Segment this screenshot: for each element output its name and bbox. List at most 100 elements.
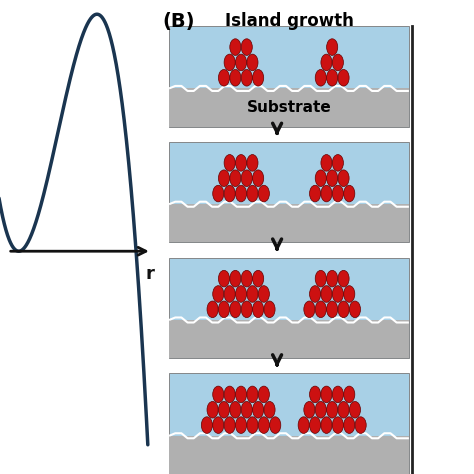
Circle shape [247, 54, 258, 71]
Circle shape [338, 170, 349, 186]
Circle shape [219, 301, 229, 318]
Circle shape [327, 170, 338, 186]
Text: Island growth: Island growth [225, 12, 354, 30]
Circle shape [304, 401, 315, 418]
Circle shape [247, 286, 258, 302]
Circle shape [236, 54, 246, 71]
Circle shape [344, 185, 355, 202]
Circle shape [321, 185, 332, 202]
Text: (B): (B) [163, 12, 195, 31]
Circle shape [213, 386, 224, 403]
Circle shape [224, 155, 235, 171]
Circle shape [315, 270, 326, 287]
Circle shape [230, 70, 241, 86]
Circle shape [241, 39, 252, 55]
Circle shape [264, 401, 275, 418]
FancyBboxPatch shape [169, 374, 409, 474]
Text: Substrate: Substrate [246, 100, 331, 115]
Circle shape [332, 286, 344, 302]
Circle shape [315, 170, 326, 186]
Circle shape [224, 54, 235, 71]
Circle shape [338, 70, 349, 86]
Circle shape [338, 301, 349, 318]
Circle shape [349, 301, 361, 318]
Circle shape [247, 386, 258, 403]
Circle shape [332, 417, 344, 433]
Circle shape [258, 185, 269, 202]
Circle shape [327, 70, 338, 86]
Circle shape [327, 301, 338, 318]
Bar [169, 89, 409, 127]
Circle shape [315, 401, 326, 418]
Circle shape [310, 417, 320, 433]
Circle shape [344, 386, 355, 403]
Circle shape [207, 401, 218, 418]
Circle shape [321, 286, 332, 302]
Circle shape [207, 301, 218, 318]
Circle shape [241, 170, 252, 186]
Circle shape [247, 155, 258, 171]
Circle shape [241, 401, 252, 418]
Circle shape [213, 185, 224, 202]
FancyBboxPatch shape [169, 258, 409, 358]
Circle shape [310, 185, 320, 202]
Circle shape [213, 417, 224, 433]
Circle shape [349, 401, 361, 418]
Circle shape [327, 39, 338, 55]
Circle shape [264, 301, 275, 318]
Circle shape [344, 286, 355, 302]
Circle shape [338, 270, 349, 287]
Circle shape [321, 155, 332, 171]
Circle shape [247, 185, 258, 202]
Circle shape [230, 170, 241, 186]
Circle shape [230, 401, 241, 418]
Circle shape [241, 70, 252, 86]
Circle shape [253, 70, 264, 86]
Circle shape [213, 286, 224, 302]
Circle shape [304, 301, 315, 318]
Circle shape [321, 417, 332, 433]
Circle shape [321, 386, 332, 403]
Circle shape [253, 301, 264, 318]
Bar [169, 204, 409, 243]
Circle shape [338, 401, 349, 418]
Circle shape [219, 401, 229, 418]
Circle shape [224, 286, 235, 302]
Circle shape [224, 417, 235, 433]
Circle shape [332, 185, 344, 202]
Circle shape [253, 401, 264, 418]
Circle shape [258, 417, 269, 433]
Circle shape [258, 386, 269, 403]
Circle shape [327, 270, 338, 287]
FancyBboxPatch shape [169, 142, 409, 243]
Circle shape [236, 417, 246, 433]
Circle shape [332, 155, 344, 171]
Bar [169, 436, 409, 474]
Circle shape [224, 386, 235, 403]
Circle shape [219, 70, 229, 86]
Circle shape [321, 54, 332, 71]
Text: r: r [146, 265, 155, 283]
Circle shape [298, 417, 309, 433]
Circle shape [241, 301, 252, 318]
Circle shape [201, 417, 212, 433]
Circle shape [236, 185, 246, 202]
Circle shape [344, 417, 355, 433]
Circle shape [241, 270, 252, 287]
Circle shape [315, 301, 326, 318]
Circle shape [236, 386, 246, 403]
Circle shape [270, 417, 281, 433]
Circle shape [315, 70, 326, 86]
Circle shape [219, 270, 229, 287]
Circle shape [247, 417, 258, 433]
Circle shape [253, 270, 264, 287]
Circle shape [224, 185, 235, 202]
Circle shape [230, 301, 241, 318]
Circle shape [236, 155, 246, 171]
Circle shape [236, 286, 246, 302]
Circle shape [310, 286, 320, 302]
Bar [169, 320, 409, 358]
Circle shape [253, 170, 264, 186]
Circle shape [332, 386, 344, 403]
Circle shape [230, 39, 241, 55]
